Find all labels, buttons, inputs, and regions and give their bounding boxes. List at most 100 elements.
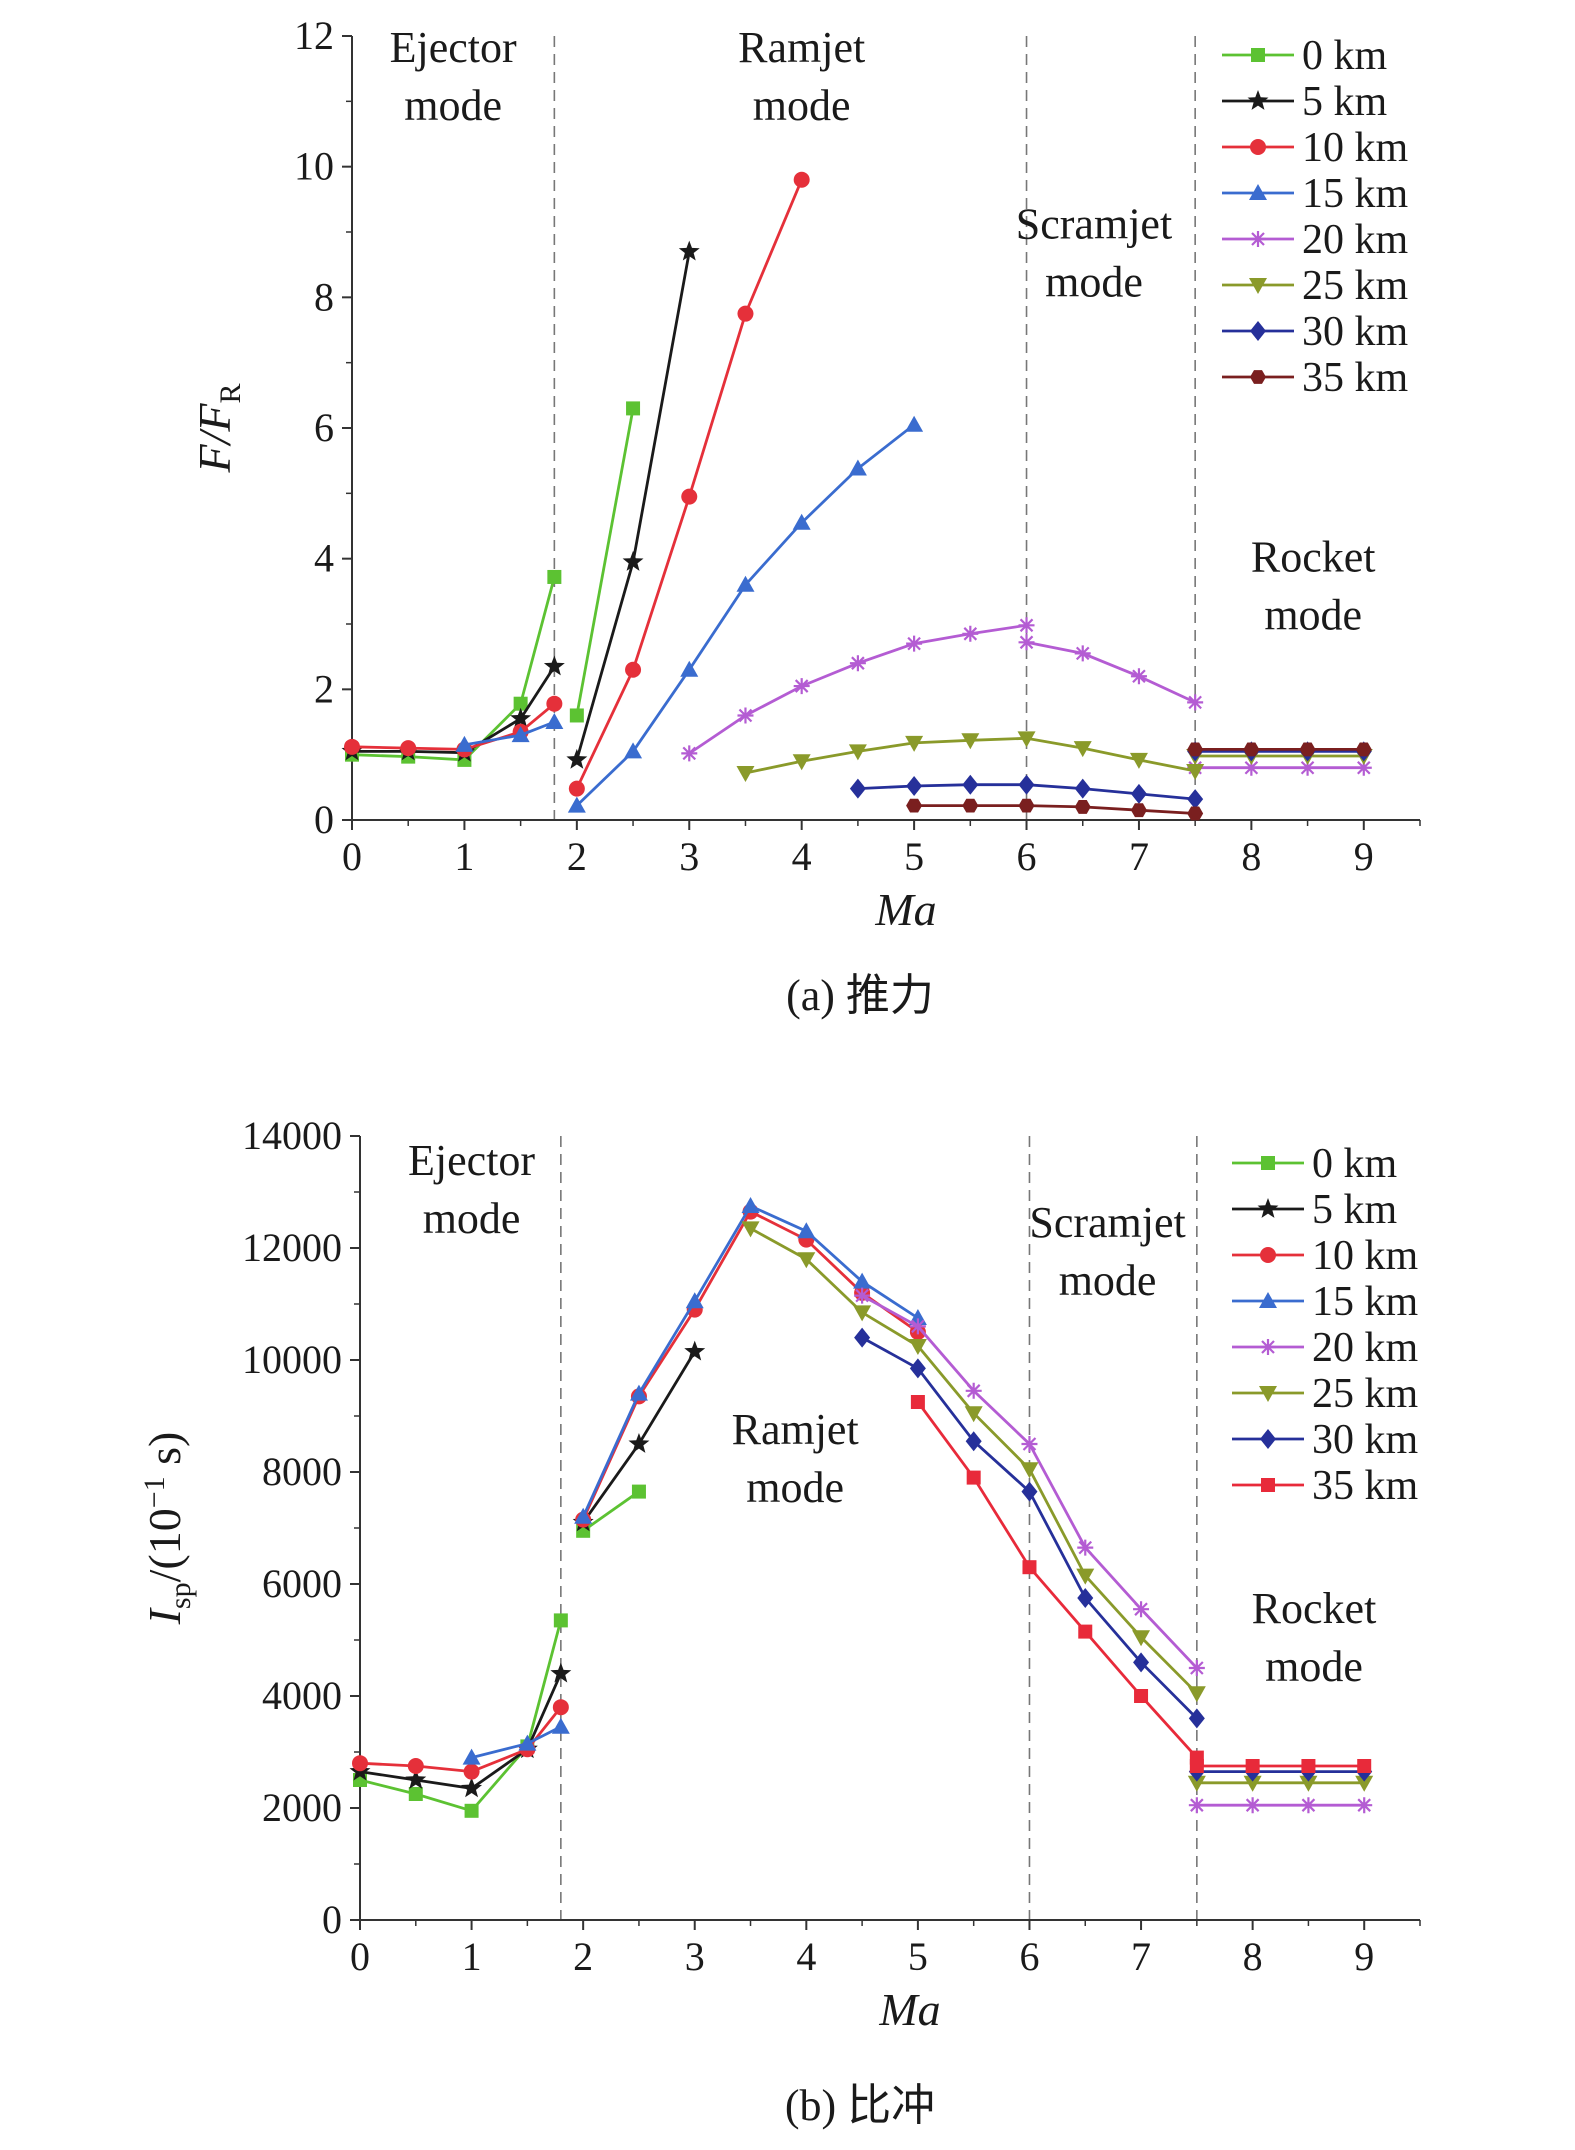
series-line: [575, 251, 691, 761]
x-tick-label: 6: [1017, 834, 1037, 879]
data-point: [1301, 1759, 1316, 1773]
y-tick-label: 2000: [262, 1785, 342, 1830]
x-tick-label: 1: [454, 834, 474, 879]
legend-marker: [1257, 1198, 1279, 1218]
x-tick-label: 0: [342, 834, 362, 879]
legend-marker: [1261, 1478, 1275, 1492]
legend-label: 15 km: [1302, 171, 1409, 217]
x-axis-label: Ma: [878, 1984, 940, 2035]
x-tick-label: 2: [573, 1934, 593, 1979]
data-point: [964, 1406, 983, 1423]
data-point: [1134, 1689, 1149, 1703]
x-tick-label: 3: [679, 834, 699, 879]
legend-label: 0 km: [1312, 1141, 1398, 1187]
data-point: [407, 1758, 424, 1774]
data-point: [1187, 1686, 1206, 1703]
data-point: [1129, 752, 1148, 769]
data-point: [624, 742, 643, 759]
series-30-km: [854, 1327, 1373, 1782]
data-point: [1188, 1708, 1205, 1729]
series-line: [914, 804, 1196, 815]
data-point: [545, 713, 564, 729]
data-point: [400, 740, 417, 757]
data-point: [1018, 634, 1035, 651]
x-tick-label: 8: [1243, 1934, 1263, 1979]
data-point: [797, 1252, 816, 1269]
legend-marker: [1250, 321, 1266, 341]
data-point: [553, 1613, 568, 1628]
y-tick-label: 8: [314, 274, 334, 319]
mode-label: Scramjet mode: [1016, 200, 1172, 307]
data-point: [853, 1272, 872, 1289]
legend-marker: [1259, 1386, 1277, 1402]
data-point: [736, 765, 755, 782]
x-tick-label: 9: [1354, 1934, 1374, 1979]
data-point: [1244, 1797, 1261, 1814]
legend-label: 25 km: [1312, 1371, 1419, 1417]
data-point: [1077, 1539, 1094, 1556]
y-tick-label: 0: [314, 797, 334, 842]
data-point: [464, 1803, 479, 1818]
y-tick-label: 6: [314, 405, 334, 450]
y-tick-label: 10000: [242, 1337, 342, 1382]
data-point: [1020, 1462, 1039, 1479]
data-point: [1188, 1797, 1205, 1814]
data-point: [568, 780, 585, 797]
data-point: [1299, 742, 1316, 757]
legend-label: 30 km: [1312, 1417, 1419, 1463]
data-point: [681, 488, 698, 505]
x-tick-label: 3: [685, 1934, 705, 1979]
data-point: [543, 655, 565, 676]
legend-label: 15 km: [1312, 1279, 1419, 1325]
legend-label: 0 km: [1302, 33, 1388, 79]
legend-marker: [1260, 1429, 1276, 1449]
data-point: [510, 707, 532, 728]
data-point: [849, 778, 866, 799]
mode-label: Rocket mode: [1251, 533, 1376, 640]
series-line: [575, 408, 635, 716]
data-point: [625, 661, 642, 678]
data-point: [1074, 800, 1091, 814]
data-point: [1130, 783, 1147, 804]
legend-label: 35 km: [1302, 355, 1409, 401]
y-tick-label: 14000: [242, 1113, 342, 1158]
x-tick-label: 0: [350, 1934, 370, 1979]
data-point: [352, 1755, 368, 1772]
series-20-km: [681, 617, 1372, 776]
y-tick-label: 4000: [262, 1673, 342, 1718]
legend-label: 30 km: [1302, 309, 1409, 355]
y-tick-label: 10: [294, 144, 334, 189]
series-30-km: [849, 741, 1372, 810]
series-20-km: [854, 1287, 1373, 1814]
data-point: [1299, 759, 1316, 776]
data-point: [566, 748, 588, 769]
figure-caption: (b) 比冲: [785, 2081, 935, 2130]
data-point: [455, 735, 474, 752]
legend-marker: [1260, 1247, 1276, 1263]
data-point: [574, 1507, 593, 1524]
data-point: [408, 1787, 423, 1801]
data-point: [462, 1748, 481, 1765]
legend-marker: [1249, 278, 1267, 294]
data-point: [1078, 1624, 1093, 1639]
data-point: [546, 695, 563, 712]
series-10-km: [344, 171, 810, 797]
data-point: [793, 171, 810, 188]
x-axis-label: Ma: [874, 884, 936, 935]
series-line: [582, 1490, 640, 1532]
series-line: [575, 179, 803, 790]
data-point: [741, 1221, 760, 1238]
x-tick-label: 7: [1129, 834, 1149, 879]
legend-label: 10 km: [1302, 125, 1409, 171]
x-tick-label: 9: [1354, 834, 1374, 879]
series-0-km: [345, 401, 641, 767]
data-point: [854, 1327, 871, 1348]
data-point: [854, 1287, 871, 1304]
series-35-km: [910, 1395, 1372, 1773]
figure-caption: (a) 推力: [786, 971, 934, 1020]
data-point: [1022, 1560, 1037, 1575]
y-tick-label: 4: [314, 536, 334, 581]
